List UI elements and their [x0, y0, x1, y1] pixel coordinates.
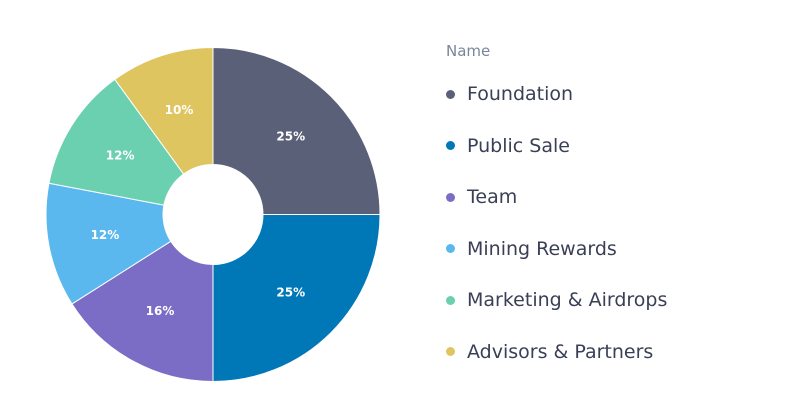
- legend-label: Advisors & Partners: [467, 340, 654, 363]
- slice-label: 25%: [276, 130, 305, 144]
- legend-item[interactable]: Marketing & Airdrops: [446, 287, 667, 313]
- slice-advisors-partners[interactable]: [114, 46, 214, 175]
- legend-item[interactable]: Mining Rewards: [446, 236, 667, 262]
- slice-foundation[interactable]: [212, 46, 381, 215]
- legend-label: Public Sale: [467, 134, 570, 157]
- legend-dot-icon: [446, 244, 455, 253]
- legend-dot-icon: [446, 192, 455, 202]
- slice-team[interactable]: [71, 240, 214, 383]
- legend-dot-icon: [446, 89, 455, 99]
- legend-item[interactable]: Advisors & Partners: [446, 339, 667, 365]
- legend-item[interactable]: Public Sale: [446, 133, 667, 159]
- legend-label: Foundation: [467, 83, 574, 105]
- donut-chart: 25% 25% 16% 12% 12% 10%: [45, 46, 381, 383]
- legend: Name Foundation Public Sale Team Mining Rew…: [446, 42, 667, 390]
- slice-label: 12%: [91, 228, 120, 242]
- legend-label: Mining Rewards: [467, 237, 617, 260]
- slice-label: 12%: [106, 149, 135, 163]
- slice-label: 25%: [276, 285, 305, 299]
- slice-label: 16%: [146, 304, 175, 318]
- legend-label: Marketing & Airdrops: [467, 289, 668, 311]
- legend-title: Name: [446, 42, 491, 60]
- slice-public-sale[interactable]: [212, 214, 381, 383]
- legend-dot-icon: [446, 347, 455, 356]
- legend-item[interactable]: Foundation: [446, 81, 667, 107]
- slice-mining-rewards[interactable]: [45, 182, 172, 305]
- slice-label: 10%: [165, 103, 194, 117]
- legend-dot-icon: [446, 295, 455, 305]
- slice-marketing-airdrops[interactable]: [48, 78, 185, 206]
- legend-item[interactable]: Team: [446, 184, 667, 210]
- legend-dot-icon: [446, 141, 455, 150]
- legend-label: Team: [467, 186, 518, 208]
